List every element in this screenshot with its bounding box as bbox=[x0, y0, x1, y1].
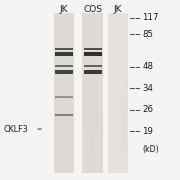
Bar bbox=[55, 114, 73, 116]
Bar bbox=[55, 64, 73, 67]
Bar bbox=[84, 70, 102, 74]
Text: 117: 117 bbox=[142, 14, 159, 22]
Bar bbox=[74, 13, 76, 173]
Bar bbox=[55, 52, 73, 56]
Text: COS: COS bbox=[83, 5, 102, 14]
Text: (kD): (kD) bbox=[142, 145, 159, 154]
Bar bbox=[55, 48, 73, 50]
Text: JK: JK bbox=[60, 5, 68, 14]
Text: CKLF3: CKLF3 bbox=[4, 125, 28, 134]
Bar bbox=[84, 48, 102, 50]
Bar bbox=[84, 64, 102, 67]
Bar bbox=[84, 52, 102, 56]
Text: 19: 19 bbox=[142, 127, 153, 136]
Bar bbox=[54, 13, 74, 173]
Bar bbox=[55, 96, 73, 98]
Text: 85: 85 bbox=[142, 30, 153, 39]
Bar bbox=[55, 70, 73, 74]
Bar bbox=[51, 13, 54, 173]
Text: 48: 48 bbox=[142, 62, 153, 71]
Text: 26: 26 bbox=[142, 105, 153, 114]
Bar bbox=[108, 13, 128, 173]
Text: 34: 34 bbox=[142, 84, 153, 93]
Text: JK: JK bbox=[114, 5, 122, 14]
Bar bbox=[103, 13, 105, 173]
Bar bbox=[82, 13, 103, 173]
